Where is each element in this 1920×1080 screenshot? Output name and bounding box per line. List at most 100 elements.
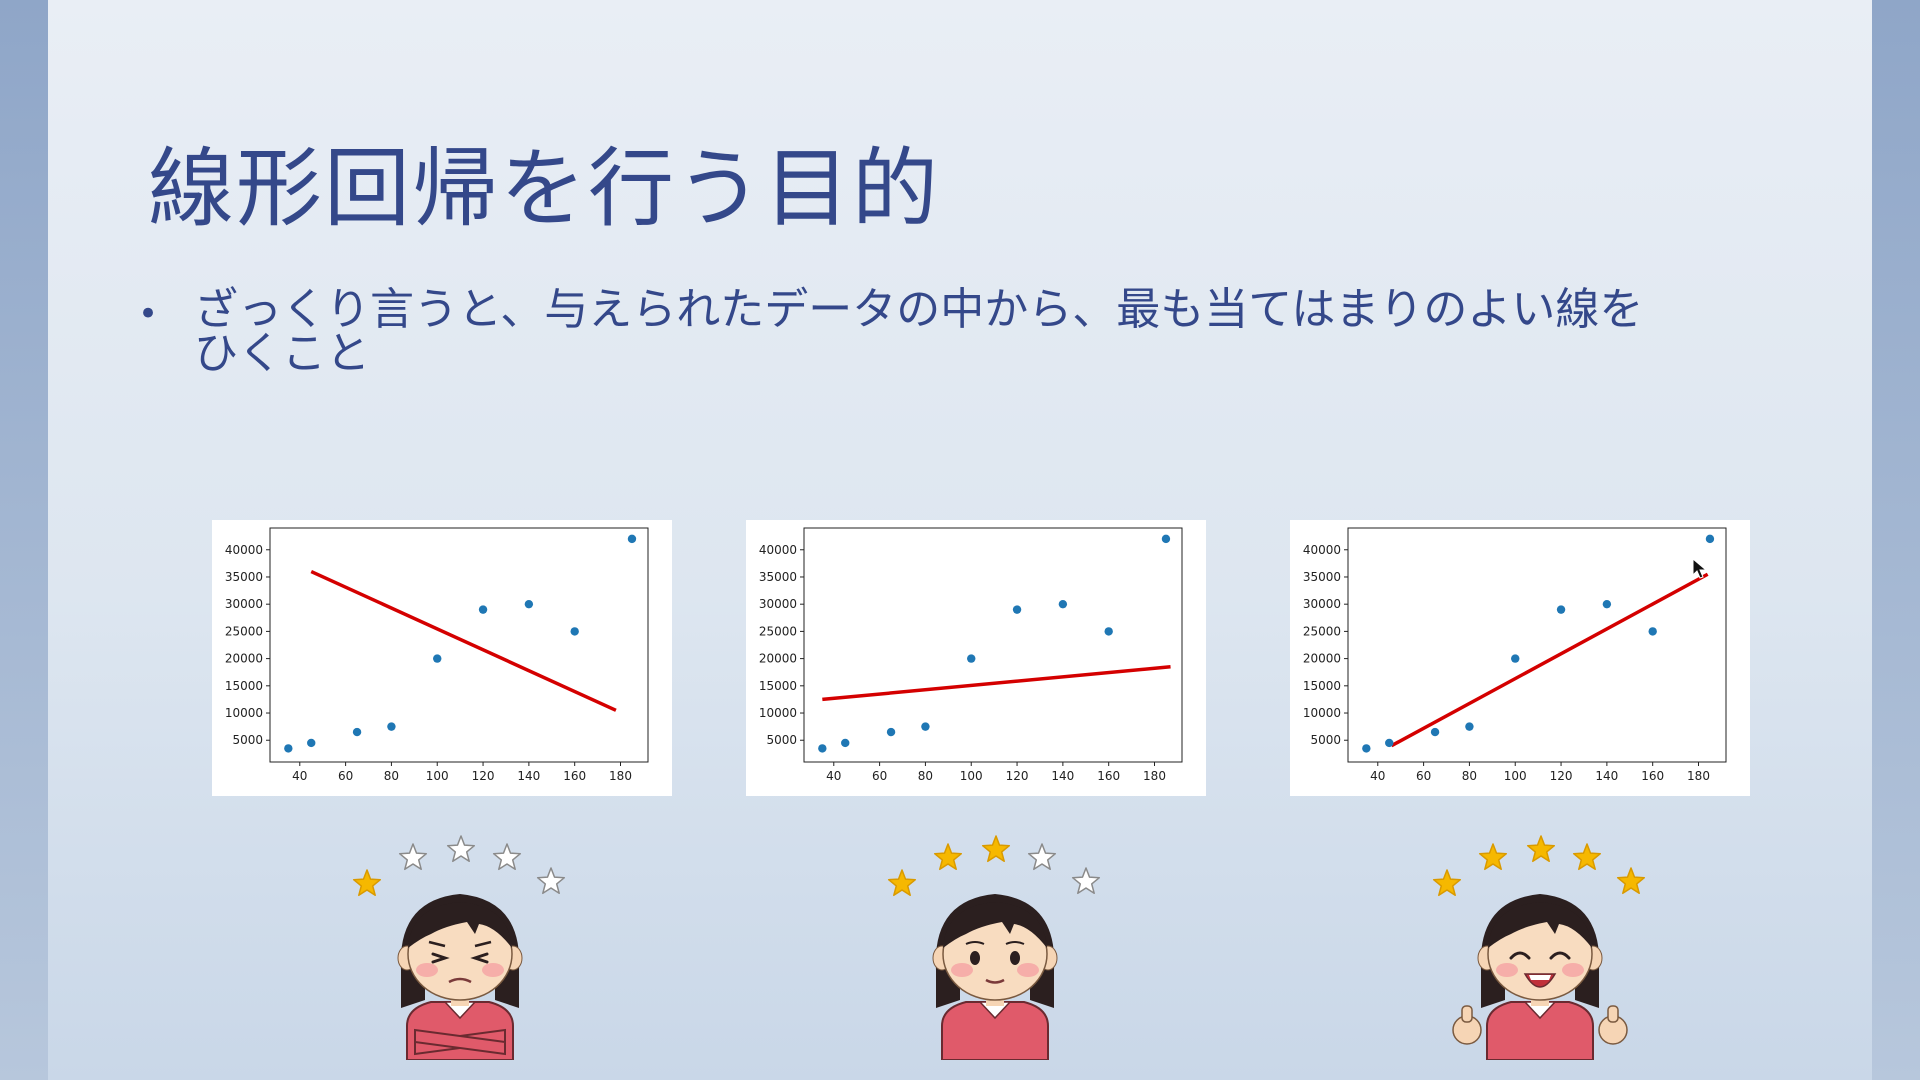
x-tick-label: 60 <box>1416 769 1431 783</box>
star-empty-icon <box>536 867 566 895</box>
scatter-chart-bad-fit: 40 60 80 100 120 140 160 180 5000 10000 15000 20000… <box>212 520 672 796</box>
y-tick-label: 10000 <box>759 706 797 720</box>
y-tick-label: 40000 <box>225 543 263 557</box>
x-tick-label: 60 <box>872 769 887 783</box>
data-point <box>1104 627 1113 636</box>
scatter-chart-good-fit: 40 60 80 100 120 140 160 180 5000 10000 15000 20000… <box>1290 520 1750 796</box>
data-point <box>352 727 362 737</box>
y-tick-label: 40000 <box>1303 543 1341 557</box>
star-empty-icon <box>1071 867 1101 895</box>
frowning-woman-icon <box>345 830 575 1061</box>
x-tick-label: 80 <box>918 769 933 783</box>
data-point <box>433 654 442 663</box>
star-filled-icon <box>1526 835 1556 863</box>
x-tick-label: 180 <box>609 769 632 783</box>
x-tick-label: 40 <box>292 769 307 783</box>
data-point <box>524 599 534 609</box>
x-tick-label: 40 <box>826 769 841 783</box>
data-point <box>1385 738 1394 748</box>
x-tick-label: 100 <box>960 769 983 783</box>
slide-title: 線形回帰を行う目的 <box>148 139 940 239</box>
x-tick-label: 140 <box>1595 769 1618 783</box>
y-tick-label: 25000 <box>225 624 263 638</box>
chart-canvas: 40 60 80 100 120 140 160 180 5000 10000 15000 20000… <box>1303 527 1727 783</box>
data-point <box>1012 605 1022 614</box>
data-point <box>387 722 396 731</box>
woman-figure <box>932 894 1058 1061</box>
star-filled-icon <box>352 869 382 897</box>
x-tick-label: 80 <box>1462 769 1477 783</box>
x-tick-label: 160 <box>1641 769 1664 783</box>
bullet-text: ざっくり言うと、与えられたデータの中から、最も当てはまりのよい線をひくこと <box>194 284 1644 379</box>
y-tick-label: 20000 <box>225 652 263 666</box>
x-tick-label: 120 <box>472 769 495 783</box>
x-tick-label: 120 <box>1550 769 1573 783</box>
data-point <box>1556 605 1566 614</box>
data-point <box>841 738 850 748</box>
data-point <box>570 627 579 636</box>
data-point <box>627 534 637 544</box>
data-point <box>478 605 488 614</box>
data-point <box>1362 744 1371 753</box>
regression-line <box>822 665 1171 702</box>
chart-canvas: 40 60 80 100 120 140 160 180 5000 10000 15000 20000… <box>225 527 649 783</box>
y-tick-label: 10000 <box>1303 706 1341 720</box>
y-tick-label: 5000 <box>232 733 263 747</box>
x-tick-label: 140 <box>1051 769 1074 783</box>
y-tick-label: 5000 <box>766 733 797 747</box>
regression-line <box>310 569 617 712</box>
data-point <box>1511 654 1520 663</box>
y-tick-label: 30000 <box>1303 597 1341 611</box>
y-tick-label: 25000 <box>1303 624 1341 638</box>
data-point <box>1161 534 1171 544</box>
data-point <box>1430 727 1440 737</box>
y-tick-label: 15000 <box>1303 679 1341 693</box>
y-tick-label: 15000 <box>225 679 263 693</box>
y-tick-label: 20000 <box>1303 652 1341 666</box>
y-tick-label: 35000 <box>225 570 263 584</box>
bullet-dot-icon: • <box>138 294 159 334</box>
chart-canvas: 40 60 80 100 120 140 160 180 5000 10000 15000 20000… <box>759 527 1183 783</box>
x-tick-label: 60 <box>338 769 353 783</box>
plot-frame <box>803 527 1183 763</box>
y-tick-label: 30000 <box>225 597 263 611</box>
y-tick-label: 35000 <box>1303 570 1341 584</box>
neutral-woman-icon <box>880 830 1110 1061</box>
x-tick-label: 160 <box>1097 769 1120 783</box>
data-point <box>1465 722 1474 731</box>
star-filled-icon <box>981 835 1011 863</box>
star-filled-icon <box>887 869 917 897</box>
x-tick-label: 120 <box>1006 769 1029 783</box>
data-point <box>818 744 827 753</box>
y-tick-label: 25000 <box>759 624 797 638</box>
x-tick-label: 100 <box>1504 769 1527 783</box>
data-point <box>1058 599 1068 609</box>
data-point <box>284 744 293 753</box>
x-tick-label: 140 <box>517 769 540 783</box>
y-tick-label: 5000 <box>1310 733 1341 747</box>
person-illustration <box>352 835 566 1061</box>
x-tick-label: 160 <box>563 769 586 783</box>
star-filled-icon <box>1572 843 1602 871</box>
data-point <box>921 722 930 731</box>
x-tick-label: 180 <box>1143 769 1166 783</box>
star-filled-icon <box>1616 867 1646 895</box>
scatter-chart-medium-fit: 40 60 80 100 120 140 160 180 5000 10000 15000 20000… <box>746 520 1206 796</box>
x-tick-label: 100 <box>426 769 449 783</box>
data-point <box>886 727 896 737</box>
y-tick-label: 40000 <box>759 543 797 557</box>
data-point <box>1705 534 1715 544</box>
star-filled-icon <box>933 843 963 871</box>
star-empty-icon <box>1027 843 1057 871</box>
y-tick-label: 15000 <box>759 679 797 693</box>
plot-frame <box>269 527 649 763</box>
data-point <box>307 738 316 748</box>
woman-figure <box>397 894 523 1061</box>
star-filled-icon <box>1432 869 1462 897</box>
person-illustration <box>1432 835 1646 1061</box>
data-point <box>1602 599 1612 609</box>
y-tick-label: 10000 <box>225 706 263 720</box>
x-tick-label: 80 <box>384 769 399 783</box>
y-tick-label: 20000 <box>759 652 797 666</box>
data-point <box>967 654 976 663</box>
